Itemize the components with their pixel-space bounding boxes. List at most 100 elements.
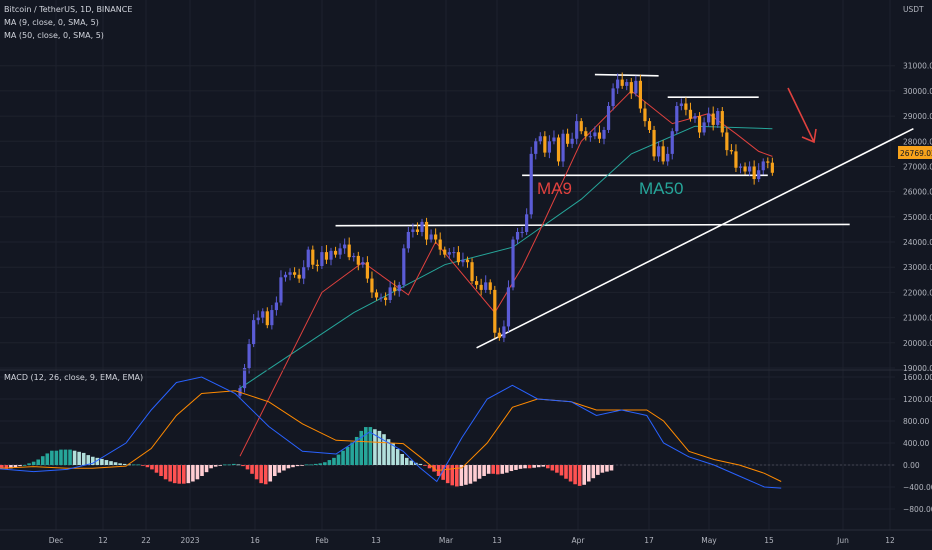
macd-histogram-bar (564, 465, 568, 479)
macd-histogram-bar (291, 465, 295, 468)
macd-histogram-bar (0, 465, 4, 468)
macd-line (0, 376, 782, 489)
candle-body (625, 82, 629, 86)
macd-histogram-bar (491, 465, 495, 474)
macd-histogram-bar (350, 442, 354, 465)
macd-histogram-bar (336, 454, 341, 465)
macd-histogram-bar (200, 465, 204, 476)
ma50-legend[interactable]: MA (50, close, 0, SMA, 5) (4, 31, 104, 40)
macd-histogram-bar (586, 465, 591, 482)
candle-body (379, 297, 383, 299)
macd-histogram-bar (227, 464, 232, 466)
macd-pane (0, 376, 895, 489)
candle-body (311, 249, 315, 265)
macd-histogram-bar (486, 465, 491, 474)
candle-body (415, 229, 420, 232)
candle-body (752, 166, 756, 180)
support-resistance-lines (335, 73, 914, 349)
macd-histogram-bar (536, 465, 541, 468)
symbol-legend[interactable]: Bitcoin / TetherUS, 1D, BINANCE (4, 5, 132, 14)
macd-histogram-bar (605, 465, 609, 472)
macd-histogram-bar (81, 452, 86, 465)
ma9-annotation: MA9 (537, 179, 572, 198)
price-tick-label: 22000.00 (903, 288, 932, 297)
candle-body (697, 116, 702, 133)
macd-histogram-bar (159, 465, 163, 476)
macd-histogram-bar (382, 434, 386, 465)
macd-axis[interactable]: −800.00 −400.00 0.00 400.00 800.00 1200.00 160… (903, 373, 932, 514)
candle-body (438, 239, 442, 250)
candle-body (374, 292, 379, 298)
candle-body (616, 79, 620, 89)
macd-histogram-bar (141, 465, 145, 466)
macd-histogram-bar (341, 450, 345, 465)
candle-body (757, 170, 761, 180)
candle-body (570, 138, 574, 144)
price-axis[interactable]: 19000.00 20000.00 21000.00 22000.00 23000.00… (903, 62, 932, 373)
grid (0, 0, 895, 530)
ma9-legend[interactable]: MA (9, close, 0, SMA, 5) (4, 18, 99, 27)
macd-histogram-bar (150, 465, 154, 470)
candle-body (247, 344, 251, 368)
candle-body (597, 132, 602, 139)
candle-body (657, 146, 661, 157)
macd-histogram-bar (395, 449, 400, 465)
candle-body (502, 326, 506, 338)
time-tick-label: May (701, 536, 717, 545)
candle-body (397, 284, 401, 292)
macd-histogram-bar (241, 465, 245, 467)
candle-body (293, 272, 297, 275)
candle-body (638, 80, 642, 109)
macd-histogram-bar (236, 464, 241, 466)
candle-body (748, 166, 752, 172)
drawn-line-trendline[interactable] (476, 127, 914, 349)
candle-body (270, 310, 274, 326)
macd-histogram-bar (91, 456, 95, 465)
candle-body (493, 289, 497, 333)
drawn-line-resistance-top[interactable] (594, 73, 659, 77)
candle-body (529, 153, 533, 215)
price-pane (238, 72, 914, 457)
macd-histogram-bar (450, 465, 455, 486)
candle-body (443, 249, 447, 255)
price-tick-label: 21000.00 (903, 314, 932, 323)
candle-body (684, 103, 688, 110)
candle-body (479, 284, 483, 290)
macd-histogram-bar (364, 427, 368, 465)
candle-body (766, 161, 770, 163)
macd-histogram-bar (282, 465, 286, 471)
candle-body (661, 146, 665, 162)
macd-histogram-bar (309, 464, 313, 466)
price-tick-label: 20000.00 (903, 339, 932, 348)
macd-histogram-bar (573, 465, 577, 485)
candle-body (306, 249, 310, 268)
macd-histogram-bar (418, 463, 423, 465)
candle-body (588, 136, 592, 138)
macd-histogram-bar (4, 465, 9, 469)
macd-legend[interactable]: MACD (12, 26, close, 9, EMA, EMA) (4, 373, 143, 382)
time-tick-label: Mar (439, 536, 454, 545)
macd-histogram-bar (391, 443, 395, 465)
macd-histogram-bar (327, 460, 332, 465)
candle-body (475, 281, 479, 285)
macd-histogram-bar (377, 430, 382, 465)
macd-histogram-bar (514, 465, 518, 470)
candle-body (543, 136, 547, 153)
time-axis[interactable]: Dec 12 22 2023 16 Feb 13 Mar 13 Apr 17 May 15 Jun 12 (49, 536, 895, 545)
time-tick-label: Dec (49, 536, 64, 545)
time-tick-label: 17 (644, 536, 654, 545)
candle-body (411, 229, 415, 232)
macd-histogram-bar (186, 465, 191, 484)
macd-histogram-bar (441, 465, 445, 480)
macd-histogram-bar (323, 462, 327, 465)
macd-histogram-bar (523, 465, 527, 469)
candle-body (534, 141, 538, 154)
candle-body (497, 332, 501, 338)
macd-tick-label: 1200.00 (903, 395, 932, 404)
candle-body (734, 151, 738, 168)
macd-histogram (0, 427, 614, 487)
candle-body (256, 317, 260, 321)
candle-body (679, 103, 683, 107)
macd-histogram-bar (509, 465, 514, 472)
